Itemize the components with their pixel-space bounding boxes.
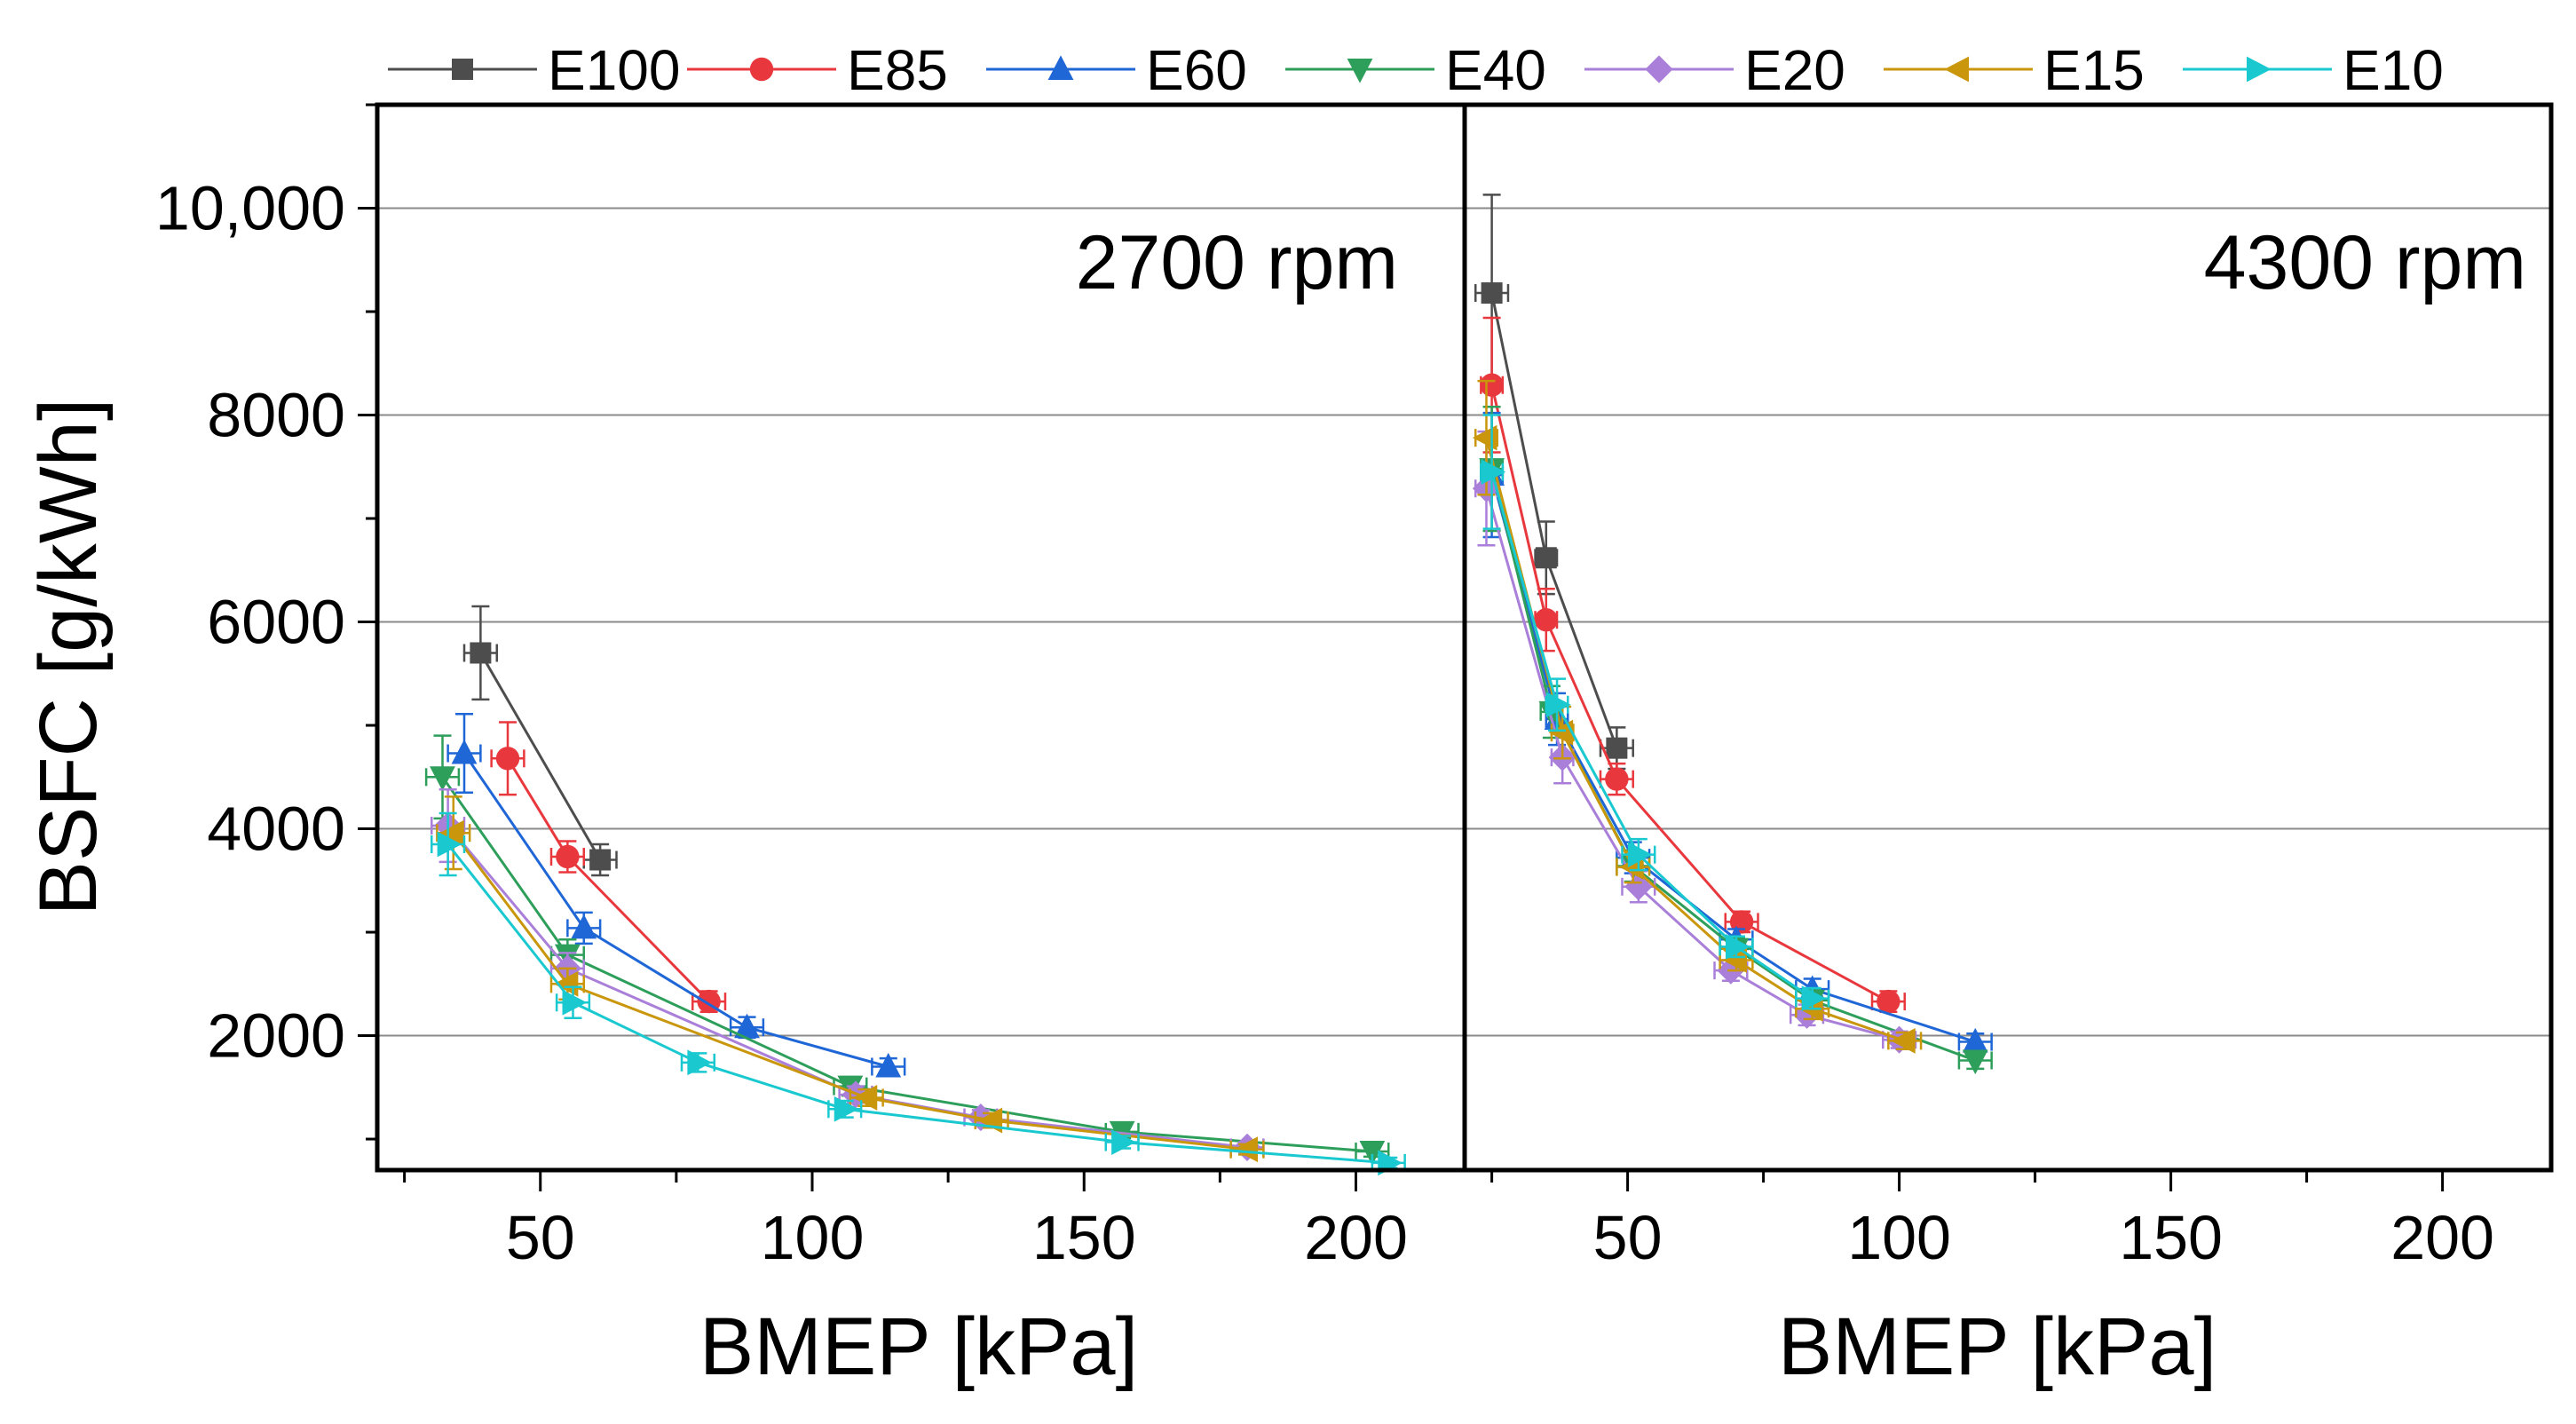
legend-item-e40: E40 [1285, 38, 1546, 102]
legend-marker [2247, 56, 2272, 83]
data-point-e10 [1481, 459, 1506, 485]
legend-label: E85 [847, 38, 948, 102]
x-tick-label: 100 [1847, 1203, 1951, 1272]
data-point-e85 [1605, 767, 1629, 791]
panel-label-2700: 2700 rpm [1076, 220, 1398, 305]
data-point-e100 [470, 642, 492, 664]
data-point-e15 [1233, 1136, 1258, 1163]
legend-marker [452, 59, 473, 80]
data-point-e100 [1535, 547, 1557, 569]
data-point-e15 [1548, 719, 1574, 746]
data-point-e60 [1962, 1027, 1988, 1053]
plot-area: 2000 4000 6000 8000 10,000 50 100 150 200 50 100 15… [155, 102, 2554, 1272]
legend-item-e20: E20 [1584, 38, 1845, 102]
legend-label: E10 [2343, 38, 2444, 102]
data-point-e60 [875, 1052, 902, 1078]
panel-1-series [424, 605, 1406, 1176]
y-tick-label: 10,000 [155, 174, 345, 243]
legend-label: E15 [2043, 38, 2145, 102]
legend-item-e85: E85 [687, 38, 948, 102]
series-e15 [436, 795, 1265, 1163]
data-point-e10 [1726, 933, 1750, 960]
panel-frame-2 [1462, 102, 2554, 1173]
series-line [479, 652, 602, 861]
legend-marker [749, 57, 774, 82]
series-e85 [490, 721, 727, 1014]
legend-label: E20 [1744, 38, 1845, 102]
data-point-e40 [1962, 1049, 1988, 1075]
data-point-e85 [1534, 607, 1559, 632]
legend: E100 E85 E60 E40 E20 E15 E10 [388, 38, 2444, 102]
x-tick-label: 50 [1593, 1203, 1663, 1272]
legend-item-e15: E15 [1884, 38, 2145, 102]
data-point-e60 [734, 1013, 760, 1039]
y-axis-title: BSFC [g/kWh] [23, 399, 114, 916]
data-point-e10 [687, 1049, 712, 1076]
y-tick-label: 4000 [207, 795, 345, 864]
series-e100 [462, 605, 618, 877]
legend-label: E60 [1146, 38, 1247, 102]
data-point-e10 [562, 989, 588, 1016]
data-point-e40 [430, 766, 455, 791]
series-line [462, 752, 889, 1068]
y-tick-label: 2000 [207, 1001, 345, 1071]
data-point-e15 [1722, 947, 1747, 973]
legend-item-e60: E60 [986, 38, 1247, 102]
data-point-e10 [1801, 985, 1827, 1012]
data-point-e15 [852, 1085, 878, 1111]
series-e10 [431, 811, 1406, 1176]
data-point-e10 [834, 1096, 859, 1122]
data-point-e10 [1627, 842, 1653, 868]
y-tick-label: 6000 [207, 588, 345, 657]
series-line [446, 843, 1389, 1165]
x-tick-label: 200 [2390, 1203, 2494, 1272]
x-axis-title-right: BMEP [kPa] [1778, 1301, 2216, 1392]
data-point-e100 [1481, 282, 1503, 305]
data-point-e85 [495, 747, 520, 771]
data-point-e100 [589, 849, 612, 871]
x-tick-label: 100 [761, 1203, 865, 1272]
y-tick-label: 8000 [207, 381, 345, 450]
series-e60 [446, 712, 906, 1078]
legend-label: E100 [548, 38, 680, 102]
x-tick-label: 200 [1304, 1203, 1408, 1272]
data-point-e10 [1546, 692, 1571, 718]
data-point-e85 [556, 844, 580, 869]
x-tick-label: 150 [2119, 1203, 2223, 1272]
legend-item-e100: E100 [388, 38, 680, 102]
panel-label-4300: 4300 rpm [2204, 220, 2526, 305]
data-point-e10 [437, 831, 462, 858]
data-point-e100 [1606, 737, 1628, 759]
data-point-e15 [439, 819, 464, 846]
data-point-e85 [1877, 989, 1900, 1014]
legend-marker [1347, 59, 1373, 83]
x-tick-label: 50 [506, 1203, 575, 1272]
panel-2-series [1472, 194, 1993, 1075]
data-point-e60 [451, 739, 478, 764]
data-point-e85 [1480, 373, 1504, 397]
data-point-e10 [1111, 1129, 1136, 1155]
x-tick-label: 150 [1032, 1203, 1136, 1272]
series-e10 [1480, 414, 1830, 1012]
legend-label: E40 [1445, 38, 1546, 102]
legend-marker [1645, 55, 1673, 83]
data-point-e15 [1891, 1027, 1916, 1054]
series-line [1490, 468, 1976, 1062]
data-point-e40 [1359, 1141, 1386, 1166]
legend-marker [1944, 56, 1969, 83]
legend-item-e10: E10 [2183, 38, 2444, 102]
data-point-e60 [571, 914, 597, 939]
x-axis-title-left: BMEP [kPa] [699, 1301, 1138, 1392]
legend-marker [1047, 55, 1074, 80]
